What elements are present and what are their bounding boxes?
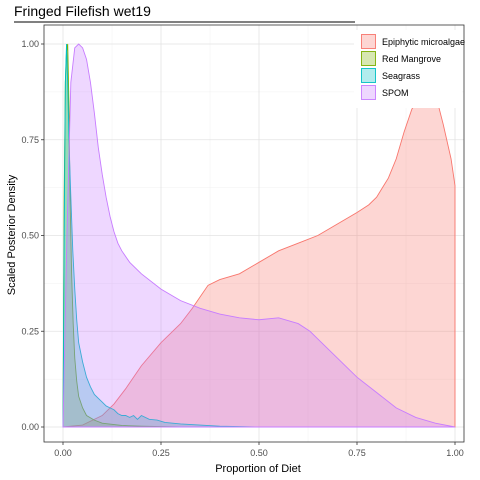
- x-axis-title: Proportion of Diet: [215, 463, 301, 475]
- y-tick-label: 0.00: [21, 422, 39, 432]
- legend-label: SPOM: [382, 88, 409, 98]
- density-area-spom: [62, 43, 456, 428]
- x-tick-label: 0.25: [152, 448, 170, 458]
- legend-key-background: [361, 85, 376, 100]
- legend-swatch: [361, 85, 376, 100]
- legend-key-background: [361, 68, 376, 83]
- x-tick-label: 0.75: [348, 448, 366, 458]
- legend-swatch: [361, 34, 376, 49]
- density-areas: [62, 43, 456, 428]
- y-tick-label: 0.25: [21, 326, 39, 336]
- legend-label: Seagrass: [382, 71, 421, 81]
- y-tick-label: 1.00: [21, 39, 39, 49]
- density-area-seagrass: [62, 43, 455, 428]
- x-tick-label: 0.50: [250, 448, 268, 458]
- y-tick-label: 0.50: [21, 231, 39, 241]
- chart-title: Fringed Filefish wet19: [14, 3, 151, 19]
- legend-key-background: [361, 34, 376, 49]
- x-tick-label: 0.00: [54, 448, 72, 458]
- legend-swatch: [361, 51, 376, 66]
- legend-key-background: [361, 51, 376, 66]
- legend-label: Epiphytic microalgae: [382, 37, 465, 47]
- legend-swatch: [361, 68, 376, 83]
- y-tick-label: 0.75: [21, 135, 39, 145]
- y-axis-title: Scaled Posterior Density: [6, 174, 18, 295]
- x-tick-label: 1.00: [446, 448, 464, 458]
- axis-ticks: 0.00 0.25 0.50 0.75 1.00 0.00 0.25 0.50 0.75 1.00: [21, 39, 463, 458]
- plot-border: [43, 24, 465, 443]
- legend-label: Red Mangrove: [382, 54, 441, 64]
- legend: Epiphytic microalgae Red Mangrove Seagrass…: [354, 30, 465, 108]
